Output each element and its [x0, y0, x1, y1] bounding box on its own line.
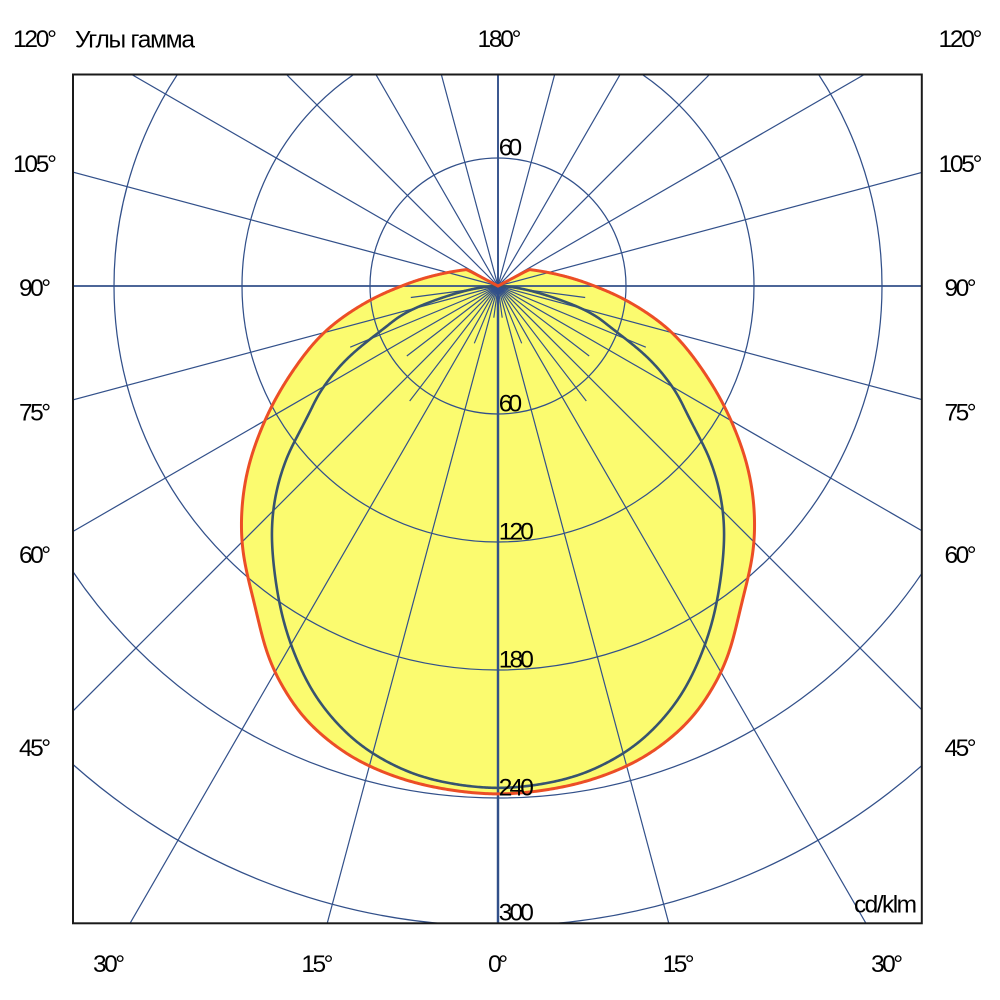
- svg-text:60°: 60°: [945, 542, 977, 569]
- svg-text:75°: 75°: [19, 399, 51, 426]
- svg-text:180°: 180°: [478, 26, 522, 53]
- svg-text:300: 300: [499, 900, 534, 927]
- svg-text:30°: 30°: [93, 951, 125, 978]
- svg-text:105°: 105°: [13, 151, 57, 178]
- svg-text:15°: 15°: [301, 951, 333, 978]
- svg-text:15°: 15°: [663, 951, 695, 978]
- svg-text:60: 60: [499, 135, 522, 162]
- svg-text:Углы гамма: Углы гамма: [75, 27, 195, 54]
- svg-text:180: 180: [499, 647, 534, 674]
- svg-text:45°: 45°: [19, 735, 51, 762]
- svg-text:90°: 90°: [945, 275, 977, 302]
- svg-text:240: 240: [499, 775, 534, 802]
- svg-text:90°: 90°: [19, 275, 51, 302]
- svg-text:120: 120: [499, 519, 534, 546]
- svg-text:60°: 60°: [19, 542, 51, 569]
- svg-text:cd/klm: cd/klm: [854, 892, 917, 919]
- svg-text:120°: 120°: [13, 26, 57, 53]
- svg-text:45°: 45°: [945, 735, 977, 762]
- svg-text:120°: 120°: [939, 26, 983, 53]
- svg-text:60: 60: [499, 391, 522, 418]
- svg-text:105°: 105°: [939, 151, 983, 178]
- svg-text:75°: 75°: [945, 399, 977, 426]
- svg-text:30°: 30°: [871, 951, 903, 978]
- svg-text:0°: 0°: [488, 951, 508, 978]
